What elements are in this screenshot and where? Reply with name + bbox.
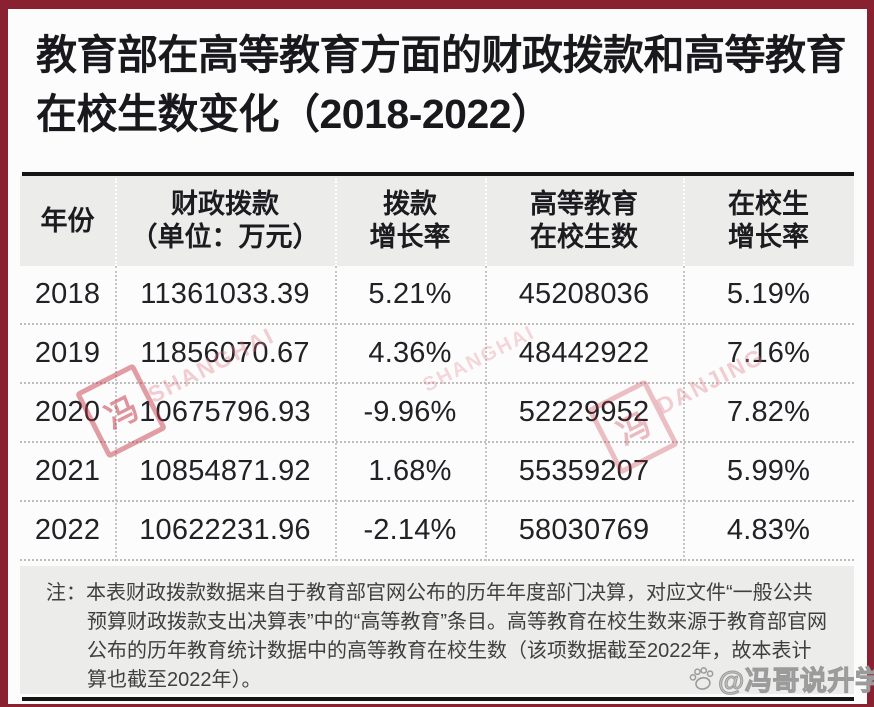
table-cell-allocation: 10675796.93 [139, 396, 311, 428]
column-divider [683, 266, 685, 561]
table-cell-allocation-growth: 5.21% [368, 278, 452, 310]
paw-icon [689, 666, 714, 690]
header-cell-year: 年份 [20, 176, 115, 266]
table-cell-year: 2021 [34, 455, 101, 487]
column-divider [335, 178, 337, 266]
column-divider [115, 178, 117, 266]
table-cell-allocation: 11361033.39 [140, 278, 310, 310]
table-row: 2020 10675796.93 -9.96% 52229952 7.82% [20, 384, 854, 443]
footnote-line: 算也截至2022年）。 [87, 669, 262, 691]
table-cell-year: 2022 [34, 514, 101, 546]
title-line-2: 在校生数变化（2018-2022） [36, 91, 552, 137]
table-row: 2018 11361033.39 5.21% 45208036 5.19% [20, 266, 854, 325]
column-divider [683, 178, 685, 266]
header-label: 在校生 [727, 189, 809, 219]
table-cell-student-growth: 5.19% [726, 278, 811, 310]
header-label: 在校生数 [530, 222, 638, 252]
header-cell-student-growth: 在校生 增长率 [683, 176, 854, 266]
column-divider [115, 266, 117, 561]
column-divider [485, 266, 487, 561]
column-divider [485, 178, 487, 266]
table-cell-students: 52229952 [518, 396, 650, 428]
table-header-row: 年份 财政拨款 （单位：万元） 拨款 增长率 高等教育 在校生数 在校生 增长率 [20, 176, 854, 266]
footnote: 注：本表财政拨款数据来自于教育部官网公布的历年年度部门决算，对应文件“一般公共 … [20, 566, 854, 694]
header-cell-allocation: 财政拨款 （单位：万元） [115, 176, 335, 266]
table-row: 2022 10622231.96 -2.14% 58030769 4.83% [20, 502, 854, 561]
header-cell-students: 高等教育 在校生数 [485, 176, 683, 266]
table-cell-allocation-growth: 4.36% [368, 337, 452, 369]
table-cell-students: 45208036 [518, 278, 650, 310]
author-watermark: @冯哥说升学 [688, 659, 874, 698]
header-label: 拨款 [383, 189, 437, 219]
table-row: 2019 11856070.67 4.36% 48442922 7.16% [20, 325, 854, 384]
table-cell-allocation: 10622231.96 [139, 514, 311, 546]
footnote-line: 预算财政拨款支出决算表”中的“高等教育”条目。高等教育在校生数来源于教育部官网 [87, 611, 827, 633]
table-cell-year: 2018 [34, 278, 101, 310]
bottom-rule [22, 697, 854, 701]
table-cell-student-growth: 7.82% [726, 396, 811, 428]
table-cell-students: 48442922 [518, 337, 650, 369]
column-divider [335, 266, 337, 561]
table-cell-year: 2020 [34, 396, 101, 428]
header-label: 增长率 [727, 222, 809, 252]
table-cell-student-growth: 7.16% [726, 337, 811, 369]
header-label: 增长率 [369, 222, 451, 252]
table-body: 2018 11361033.39 5.21% 45208036 5.19% 20… [20, 266, 854, 561]
table-cell-allocation-growth: -9.96% [363, 396, 457, 428]
table-cell-year: 2019 [34, 337, 101, 369]
table-row: 2021 10854871.92 1.68% 55359207 5.99% [20, 443, 854, 502]
table-top-rule [22, 172, 854, 176]
table-cell-allocation: 10854871.92 [139, 455, 311, 487]
table-cell-student-growth: 4.83% [726, 514, 811, 546]
author-handle: @冯哥说升学 [717, 666, 874, 697]
header-label: 财政拨款 [170, 189, 279, 219]
table-cell-allocation-growth: 1.68% [368, 455, 452, 487]
header-label: （单位：万元） [130, 222, 320, 252]
footnote-line: 注：本表财政拨款数据来自于教育部官网公布的历年年度部门决算，对应文件“一般公共 [46, 582, 813, 604]
table-cell-allocation-growth: -2.14% [363, 514, 457, 546]
header-label: 高等教育 [530, 189, 638, 219]
footnote-line: 公布的历年教育统计数据中的高等教育在校生数（该项数据截至2022年，故本表计 [87, 640, 812, 662]
table-cell-student-growth: 5.99% [726, 455, 811, 487]
title-line-1: 教育部在高等教育方面的财政拨款和高等教育 [36, 32, 847, 78]
header-cell-allocation-growth: 拨款 增长率 [335, 176, 485, 266]
page-title: 教育部在高等教育方面的财政拨款和高等教育 在校生数变化（2018-2022） [36, 26, 848, 144]
table-cell-allocation: 11856070.67 [140, 337, 310, 369]
table-cell-students: 58030769 [518, 514, 650, 546]
table-cell-students: 55359207 [518, 455, 650, 487]
header-label: 年份 [40, 205, 95, 236]
